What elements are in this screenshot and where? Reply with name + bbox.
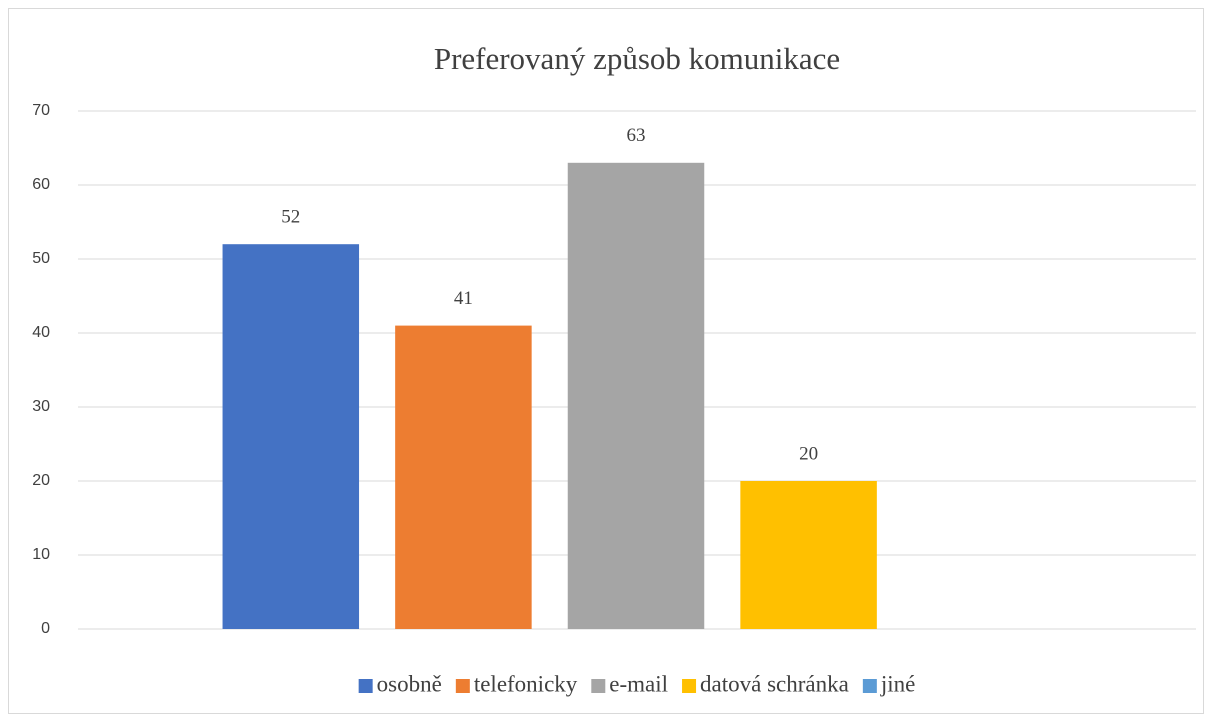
bar xyxy=(395,325,532,629)
bar xyxy=(567,162,705,630)
legend-swatch xyxy=(455,679,470,693)
bar xyxy=(222,244,360,629)
data-label: 52 xyxy=(281,207,300,228)
y-tick-label: 20 xyxy=(32,472,50,489)
legend-label: osobně xyxy=(377,671,442,696)
legend-swatch xyxy=(682,679,697,693)
data-label: 41 xyxy=(454,288,473,309)
data-label: 63 xyxy=(627,125,646,146)
y-tick-label: 50 xyxy=(32,250,50,267)
data-label: 20 xyxy=(799,443,818,464)
legend-label: datová schránka xyxy=(700,671,849,696)
bar xyxy=(740,481,877,629)
legend-swatch xyxy=(862,679,877,693)
y-tick-label: 30 xyxy=(32,398,50,415)
legend-label: telefonicky xyxy=(474,671,578,696)
legend-label: jiné xyxy=(880,671,916,696)
y-tick-label: 60 xyxy=(32,176,50,193)
legend-label: e-mail xyxy=(609,671,668,696)
y-tick-label: 70 xyxy=(32,102,50,119)
y-tick-label: 10 xyxy=(32,546,50,563)
y-tick-label: 40 xyxy=(32,324,50,341)
legend-swatch xyxy=(358,679,373,693)
y-tick-label: 0 xyxy=(41,620,50,637)
legend-swatch xyxy=(591,679,606,693)
chart-title: Preferovaný způsob komunikace xyxy=(434,41,840,76)
